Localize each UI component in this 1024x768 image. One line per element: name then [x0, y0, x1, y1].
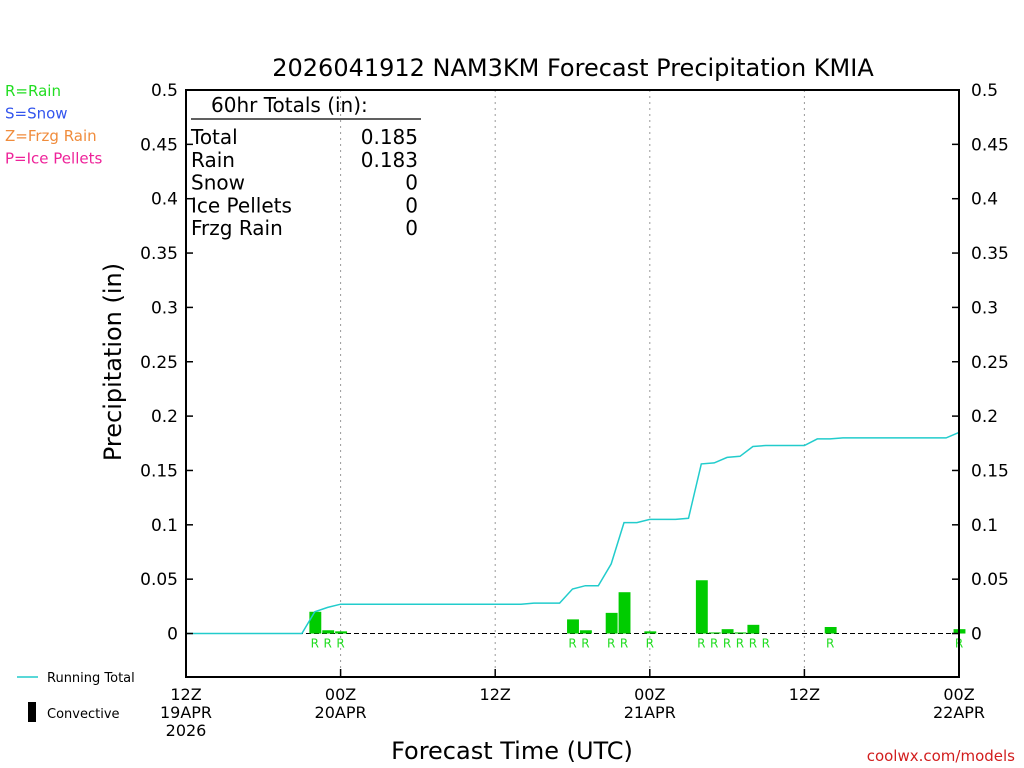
- y-tick-label-left: 0.45: [140, 135, 178, 155]
- y-tick-label-left: 0.15: [140, 461, 178, 481]
- precip-type-letter: R: [736, 637, 744, 651]
- precip-bar: [579, 630, 592, 634]
- convective-legend-swatch: [28, 702, 36, 722]
- totals-row-value: 0: [405, 193, 418, 217]
- x-tick-label: 19APR: [160, 703, 212, 722]
- y-tick-label-left: 0: [167, 625, 178, 645]
- precip-type-letter: R: [762, 637, 770, 651]
- x-tick-label: 21APR: [624, 703, 676, 722]
- legend-type-entry: R=Rain: [5, 82, 61, 100]
- y-axis-label: Precipitation (in): [99, 263, 127, 461]
- precip-bar: [644, 631, 657, 634]
- axes: [185, 89, 960, 678]
- y-tick-label-right: 0.25: [971, 353, 1009, 373]
- legend-type-entry: P=Ice Pellets: [5, 150, 102, 168]
- running-total: [186, 431, 960, 635]
- x-tick-label: 2026: [166, 721, 207, 740]
- totals-row-value: 0: [405, 171, 418, 195]
- y-tick-label-right: 0.4: [971, 190, 998, 210]
- totals-row-label: Total: [190, 125, 238, 149]
- y-tick-label-right: 0.2: [971, 407, 998, 427]
- legend-type-entry: Z=Frzg Rain: [5, 127, 97, 145]
- precip-bar: [567, 619, 579, 634]
- x-tick-label: 00Z: [325, 685, 356, 704]
- precip-bar: [708, 632, 721, 634]
- precip-type-letter: R: [710, 637, 718, 651]
- totals-row-value: 0.183: [361, 148, 418, 172]
- precip-type-letter: R: [336, 637, 344, 651]
- x-tick-label: 12Z: [789, 685, 820, 704]
- precip-type-letter: R: [311, 637, 319, 651]
- precip-type-letter: R: [749, 637, 757, 651]
- type-legend: R=Rain S=Snow Z=Frzg Rain P=Ice Pellets: [5, 82, 102, 168]
- totals-box: 60hr Totals (in): Total 0.185 Rain 0.183 Snow…: [190, 93, 421, 240]
- credit-text: coolwx.com/models: [867, 747, 1015, 765]
- precip-type-letter: R: [646, 637, 654, 651]
- precip-type-letter: R: [723, 637, 731, 651]
- y-tick-label-right: 0.05: [971, 570, 1009, 590]
- precip-bar: [747, 624, 760, 634]
- plot-frame: [185, 89, 960, 678]
- x-axis-label: Forecast Time (UTC): [391, 737, 633, 765]
- y-tick-label-right: 0.1: [971, 516, 998, 536]
- y-tick-label-right: 0.3: [971, 298, 998, 318]
- y-tick-label-left: 0.35: [140, 244, 178, 264]
- x-tick-label: 20APR: [315, 703, 367, 722]
- precip-type-letter: R: [581, 637, 589, 651]
- totals-row-label: Ice Pellets: [191, 193, 292, 217]
- totals-row-value: 0.185: [361, 125, 418, 149]
- y-tick-label-right: 0.15: [971, 461, 1009, 481]
- y-tick-label-right: 0.35: [971, 244, 1009, 264]
- precip-type-letter: R: [620, 637, 628, 651]
- precip-type-letter: R: [324, 637, 332, 651]
- totals-row-value: 0: [405, 216, 418, 240]
- precip-bar: [618, 592, 631, 634]
- chart-title: 2026041912 NAM3KM Forecast Precipitation…: [272, 54, 874, 82]
- y-tick-label-right: 0.45: [971, 135, 1009, 155]
- precip-bar: [335, 631, 348, 634]
- y-tick-label-left: 0.05: [140, 570, 178, 590]
- totals-row-label: Snow: [191, 171, 245, 195]
- precip-bar: [695, 580, 708, 634]
- precip-bar: [322, 630, 335, 634]
- y-tick-label-left: 0.25: [140, 353, 178, 373]
- totals-heading: 60hr Totals (in):: [211, 93, 368, 117]
- y-tick-label-left: 0.3: [151, 298, 178, 318]
- tick-labels: 0 00.05 0.050.1 0.10.15 0.150.2 0.20.25 0.250.…: [140, 81, 1009, 740]
- precip-bar: [734, 632, 747, 634]
- precip-bar: [309, 611, 322, 634]
- precip-type-letter: R: [697, 637, 705, 651]
- bottom-legend: Running Total Convective: [17, 671, 135, 722]
- legend-type-entry: S=Snow: [5, 105, 68, 123]
- y-tick-label-left: 0.5: [151, 81, 178, 101]
- x-tick-label: 00Z: [634, 685, 665, 704]
- running-total-line: [186, 431, 960, 635]
- precip-type-letter: R: [826, 637, 834, 651]
- x-tick-label: 12Z: [480, 685, 511, 704]
- x-tick-label: 12Z: [170, 685, 201, 704]
- totals-row-label: Rain: [191, 148, 235, 172]
- x-tick-label: 00Z: [943, 685, 974, 704]
- precip-bar: [824, 626, 837, 634]
- precip-bar: [605, 612, 618, 634]
- precip-type-letter: R: [568, 637, 576, 651]
- precip-type-letter: R: [607, 637, 615, 651]
- y-tick-label-right: 0.5: [971, 81, 998, 101]
- y-tick-label-left: 0.4: [151, 190, 178, 210]
- y-tick-label-right: 0: [971, 625, 982, 645]
- y-tick-label-left: 0.2: [151, 407, 178, 427]
- convective-legend-label: Convective: [47, 707, 120, 722]
- x-tick-label: 22APR: [933, 703, 985, 722]
- precip-bar: [721, 629, 734, 634]
- totals-row-label: Frzg Rain: [191, 216, 283, 240]
- y-tick-label-left: 0.1: [151, 516, 178, 536]
- running-total-legend-label: Running Total: [47, 671, 135, 686]
